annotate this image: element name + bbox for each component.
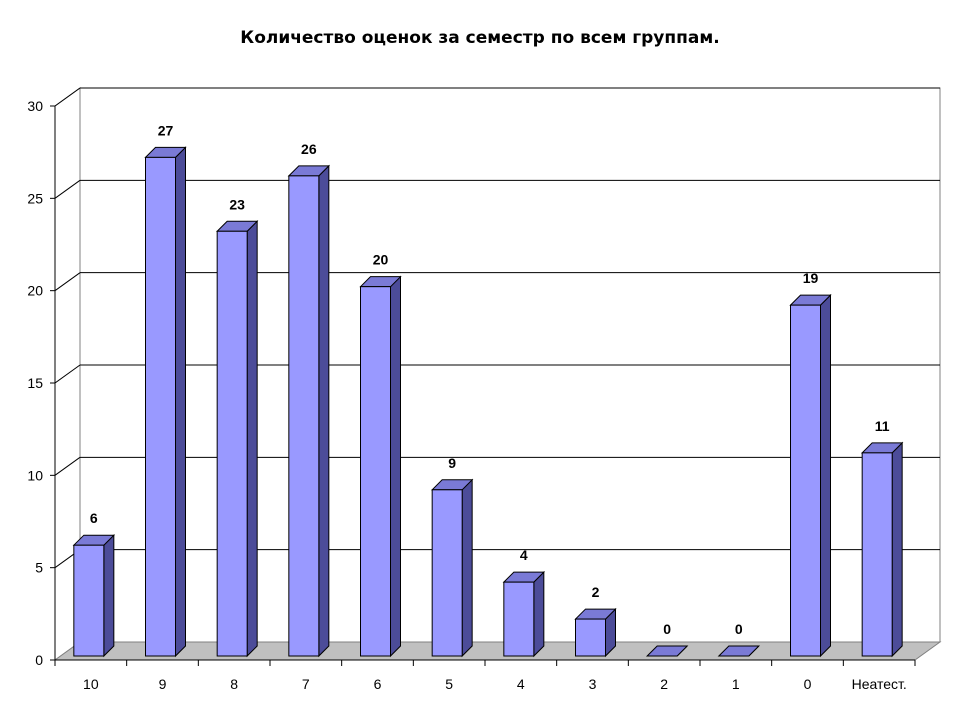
bar-front (216, 230, 248, 657)
axes (50, 105, 916, 666)
y-tick-label: 15 (27, 375, 43, 391)
bar-side (461, 478, 473, 658)
y-tick-label: 5 (35, 560, 43, 576)
bar-front (145, 156, 176, 657)
bar-top (645, 645, 689, 657)
data-label: 20 (373, 252, 389, 268)
data-label: 6 (90, 510, 98, 526)
chart-title: Количество оценок за семестр по всем гру… (240, 28, 720, 48)
bar (287, 164, 331, 658)
x-tick-label: 10 (83, 676, 99, 692)
bar (502, 570, 546, 658)
x-tick-label: 6 (374, 676, 382, 692)
x-tick-label: 3 (589, 676, 597, 692)
bar-front (360, 286, 391, 657)
x-tick-label: 5 (445, 676, 453, 692)
gridline-depth (54, 179, 81, 199)
bar (789, 293, 832, 658)
y-tick-label: 0 (35, 652, 43, 668)
y-tick-labels: 0 5 10 15 20 25 30 (27, 98, 43, 668)
y-tick-label: 25 (27, 190, 43, 206)
bar-side (891, 441, 903, 658)
bar (72, 533, 116, 658)
data-label: 9 (448, 455, 456, 471)
gridline-depth (54, 87, 81, 107)
bar (574, 607, 617, 658)
bar (717, 645, 761, 657)
gridline-depth (54, 364, 81, 384)
x-tick-label: 8 (230, 676, 238, 692)
data-label: 4 (520, 547, 528, 563)
x-tick-labels: 10 9 8 7 6 5 4 3 2 1 0 Неатест. (83, 676, 907, 692)
bar-front (790, 304, 821, 657)
data-label: 26 (301, 141, 317, 157)
bar-front (288, 175, 320, 657)
bar-side (390, 275, 401, 658)
gridline-depth (54, 272, 81, 292)
x-tick-label: 7 (302, 676, 310, 692)
y-tick-label: 10 (27, 467, 43, 483)
data-label: 0 (663, 621, 671, 637)
bar-side (246, 220, 258, 658)
bar (215, 220, 259, 658)
bar-side (175, 146, 186, 658)
x-tick-label: Неатест. (852, 676, 907, 692)
bar-side (533, 570, 545, 658)
data-label: 11 (875, 418, 890, 434)
data-label: 27 (158, 122, 174, 138)
y-tick-label: 30 (27, 98, 43, 114)
x-tick-label: 9 (159, 676, 167, 692)
gridline-depth (54, 456, 81, 476)
data-label: 2 (592, 584, 600, 600)
bar (430, 478, 474, 658)
x-tick-label: 1 (732, 676, 740, 692)
data-label: 0 (735, 621, 743, 637)
bar (645, 645, 689, 657)
bar-side (103, 533, 115, 658)
bar-front (431, 489, 463, 657)
bar-top (717, 645, 761, 657)
bars (72, 146, 904, 658)
bar-side (318, 164, 330, 658)
bar (359, 275, 402, 658)
bar (860, 441, 904, 658)
bar-front (861, 452, 893, 657)
x-tick-label: 0 (804, 676, 812, 692)
x-tick-label: 4 (517, 676, 525, 692)
bar-side (820, 293, 831, 658)
x-tick-label: 2 (660, 676, 668, 692)
bar (144, 146, 187, 658)
bar-front (503, 581, 535, 657)
bar-front (575, 618, 606, 657)
data-label: 19 (803, 270, 819, 286)
y-tick-label: 20 (27, 283, 43, 299)
data-label: 23 (229, 196, 245, 212)
bar-front (73, 544, 105, 657)
